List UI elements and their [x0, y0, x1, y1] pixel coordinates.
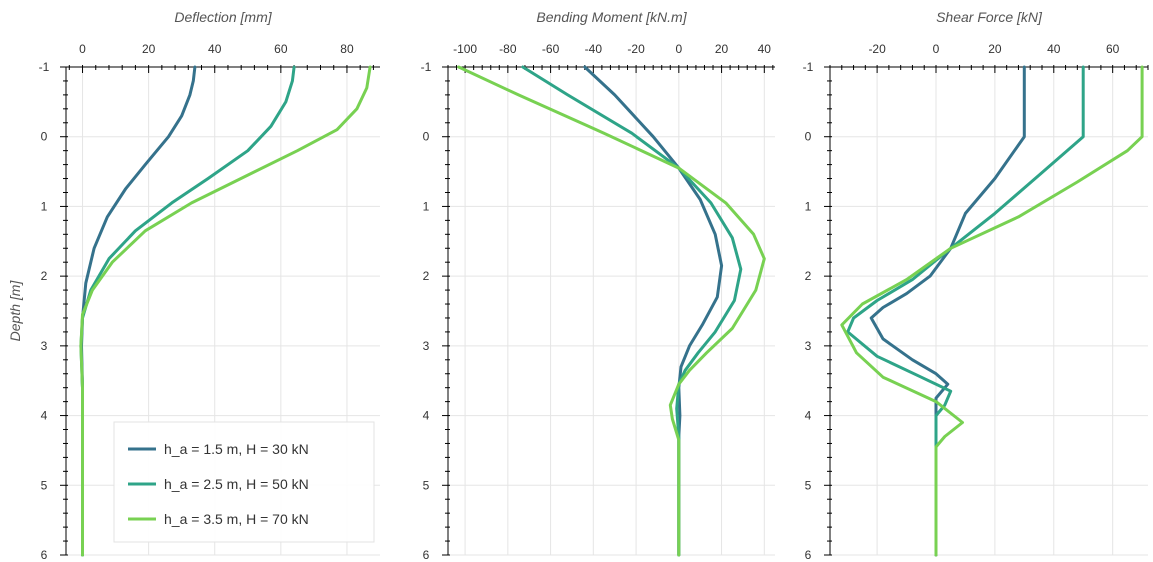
y-tick-label: 2 — [805, 269, 812, 283]
series-line-3 — [79, 65, 372, 557]
axes: -100 -80 -60 -40 -20 0 20 40 -1 0 1 2 3 4 5 6 — [421, 42, 775, 562]
x-tick-label: -20 — [627, 42, 645, 56]
y-tick-label: 6 — [423, 548, 430, 562]
x-tick-label: 80 — [340, 42, 354, 56]
series-line-2 — [521, 65, 743, 557]
series-lines — [840, 65, 1144, 557]
x-tick-label: 20 — [715, 42, 729, 56]
series-lines — [79, 65, 372, 557]
y-tick-label: 0 — [41, 130, 48, 144]
y-tick-label: 0 — [423, 130, 430, 144]
x-tick-label: 20 — [142, 42, 156, 56]
axes: 0 20 40 60 80 -1 0 1 2 3 4 5 6 — [39, 42, 380, 562]
x-tick-label: 40 — [758, 42, 772, 56]
x-tick-label: -100 — [453, 42, 477, 56]
x-tick-label: -40 — [585, 42, 603, 56]
legend-label: h_a = 1.5 m, H = 30 kN — [164, 441, 309, 457]
shear-force-axis-title: Shear Force [kN] — [936, 9, 1043, 25]
y-tick-label: 1 — [41, 199, 48, 213]
y-tick-label: 1 — [423, 199, 430, 213]
y-tick-label: 1 — [805, 199, 812, 213]
x-tick-label: 60 — [1106, 42, 1120, 56]
y-tick-label: 4 — [805, 409, 812, 423]
y-tick-label: 6 — [805, 548, 812, 562]
y-tick-label: 4 — [423, 409, 430, 423]
panel-shear-force: Shear Force [kN] -20 0 20 40 60 -1 0 1 2 3 4 5 6 — [803, 9, 1149, 562]
x-tick-label: 0 — [933, 42, 940, 56]
series-line-1 — [583, 65, 724, 557]
x-tick-label: -20 — [868, 42, 886, 56]
y-tick-label: 2 — [423, 269, 430, 283]
series-lines — [457, 65, 766, 557]
panel-bending-moment: Bending Moment [kN.m] -100 -80 -60 -40 -20 0 2… — [421, 9, 775, 562]
y-tick-label: 4 — [41, 409, 48, 423]
y-tick-label: 5 — [423, 478, 430, 492]
x-tick-label: 0 — [79, 42, 86, 56]
y-tick-label: 5 — [805, 478, 812, 492]
y-tick-label: 0 — [805, 130, 812, 144]
series-line-3 — [840, 65, 1144, 557]
y-tick-label: 3 — [41, 339, 48, 353]
bending-moment-axis-title: Bending Moment [kN.m] — [536, 9, 687, 25]
y-tick-label: -1 — [39, 60, 50, 74]
legend: h_a = 1.5 m, H = 30 kN h_a = 2.5 m, H = 5… — [113, 421, 375, 543]
y-tick-label: -1 — [803, 60, 814, 74]
axes: -20 0 20 40 60 -1 0 1 2 3 4 5 6 — [803, 42, 1149, 562]
legend-label: h_a = 3.5 m, H = 70 kN — [164, 511, 309, 527]
x-tick-label: 60 — [274, 42, 288, 56]
y-tick-label: 6 — [41, 548, 48, 562]
x-tick-label: 0 — [675, 42, 682, 56]
series-line-2 — [846, 65, 1085, 557]
y-tick-label: 3 — [805, 339, 812, 353]
x-tick-label: 40 — [208, 42, 222, 56]
panel-deflection: Deflection [mm] Depth [m] 0 20 40 60 80 -1 0 1 2… — [7, 9, 380, 562]
x-tick-label: 20 — [988, 42, 1002, 56]
legend-box — [113, 421, 375, 543]
grid — [448, 66, 775, 556]
y-tick-label: 2 — [41, 269, 48, 283]
series-line-3 — [457, 65, 766, 557]
x-tick-label: -80 — [499, 42, 517, 56]
x-tick-label: 40 — [1047, 42, 1061, 56]
series-line-1 — [869, 65, 1026, 557]
deflection-axis-title: Deflection [mm] — [174, 9, 272, 25]
y-tick-label: 3 — [423, 339, 430, 353]
legend-label: h_a = 2.5 m, H = 50 kN — [164, 476, 309, 492]
y-tick-label: -1 — [421, 60, 432, 74]
x-tick-label: -60 — [542, 42, 560, 56]
depth-axis-title: Depth [m] — [7, 280, 23, 342]
y-tick-label: 5 — [41, 478, 48, 492]
